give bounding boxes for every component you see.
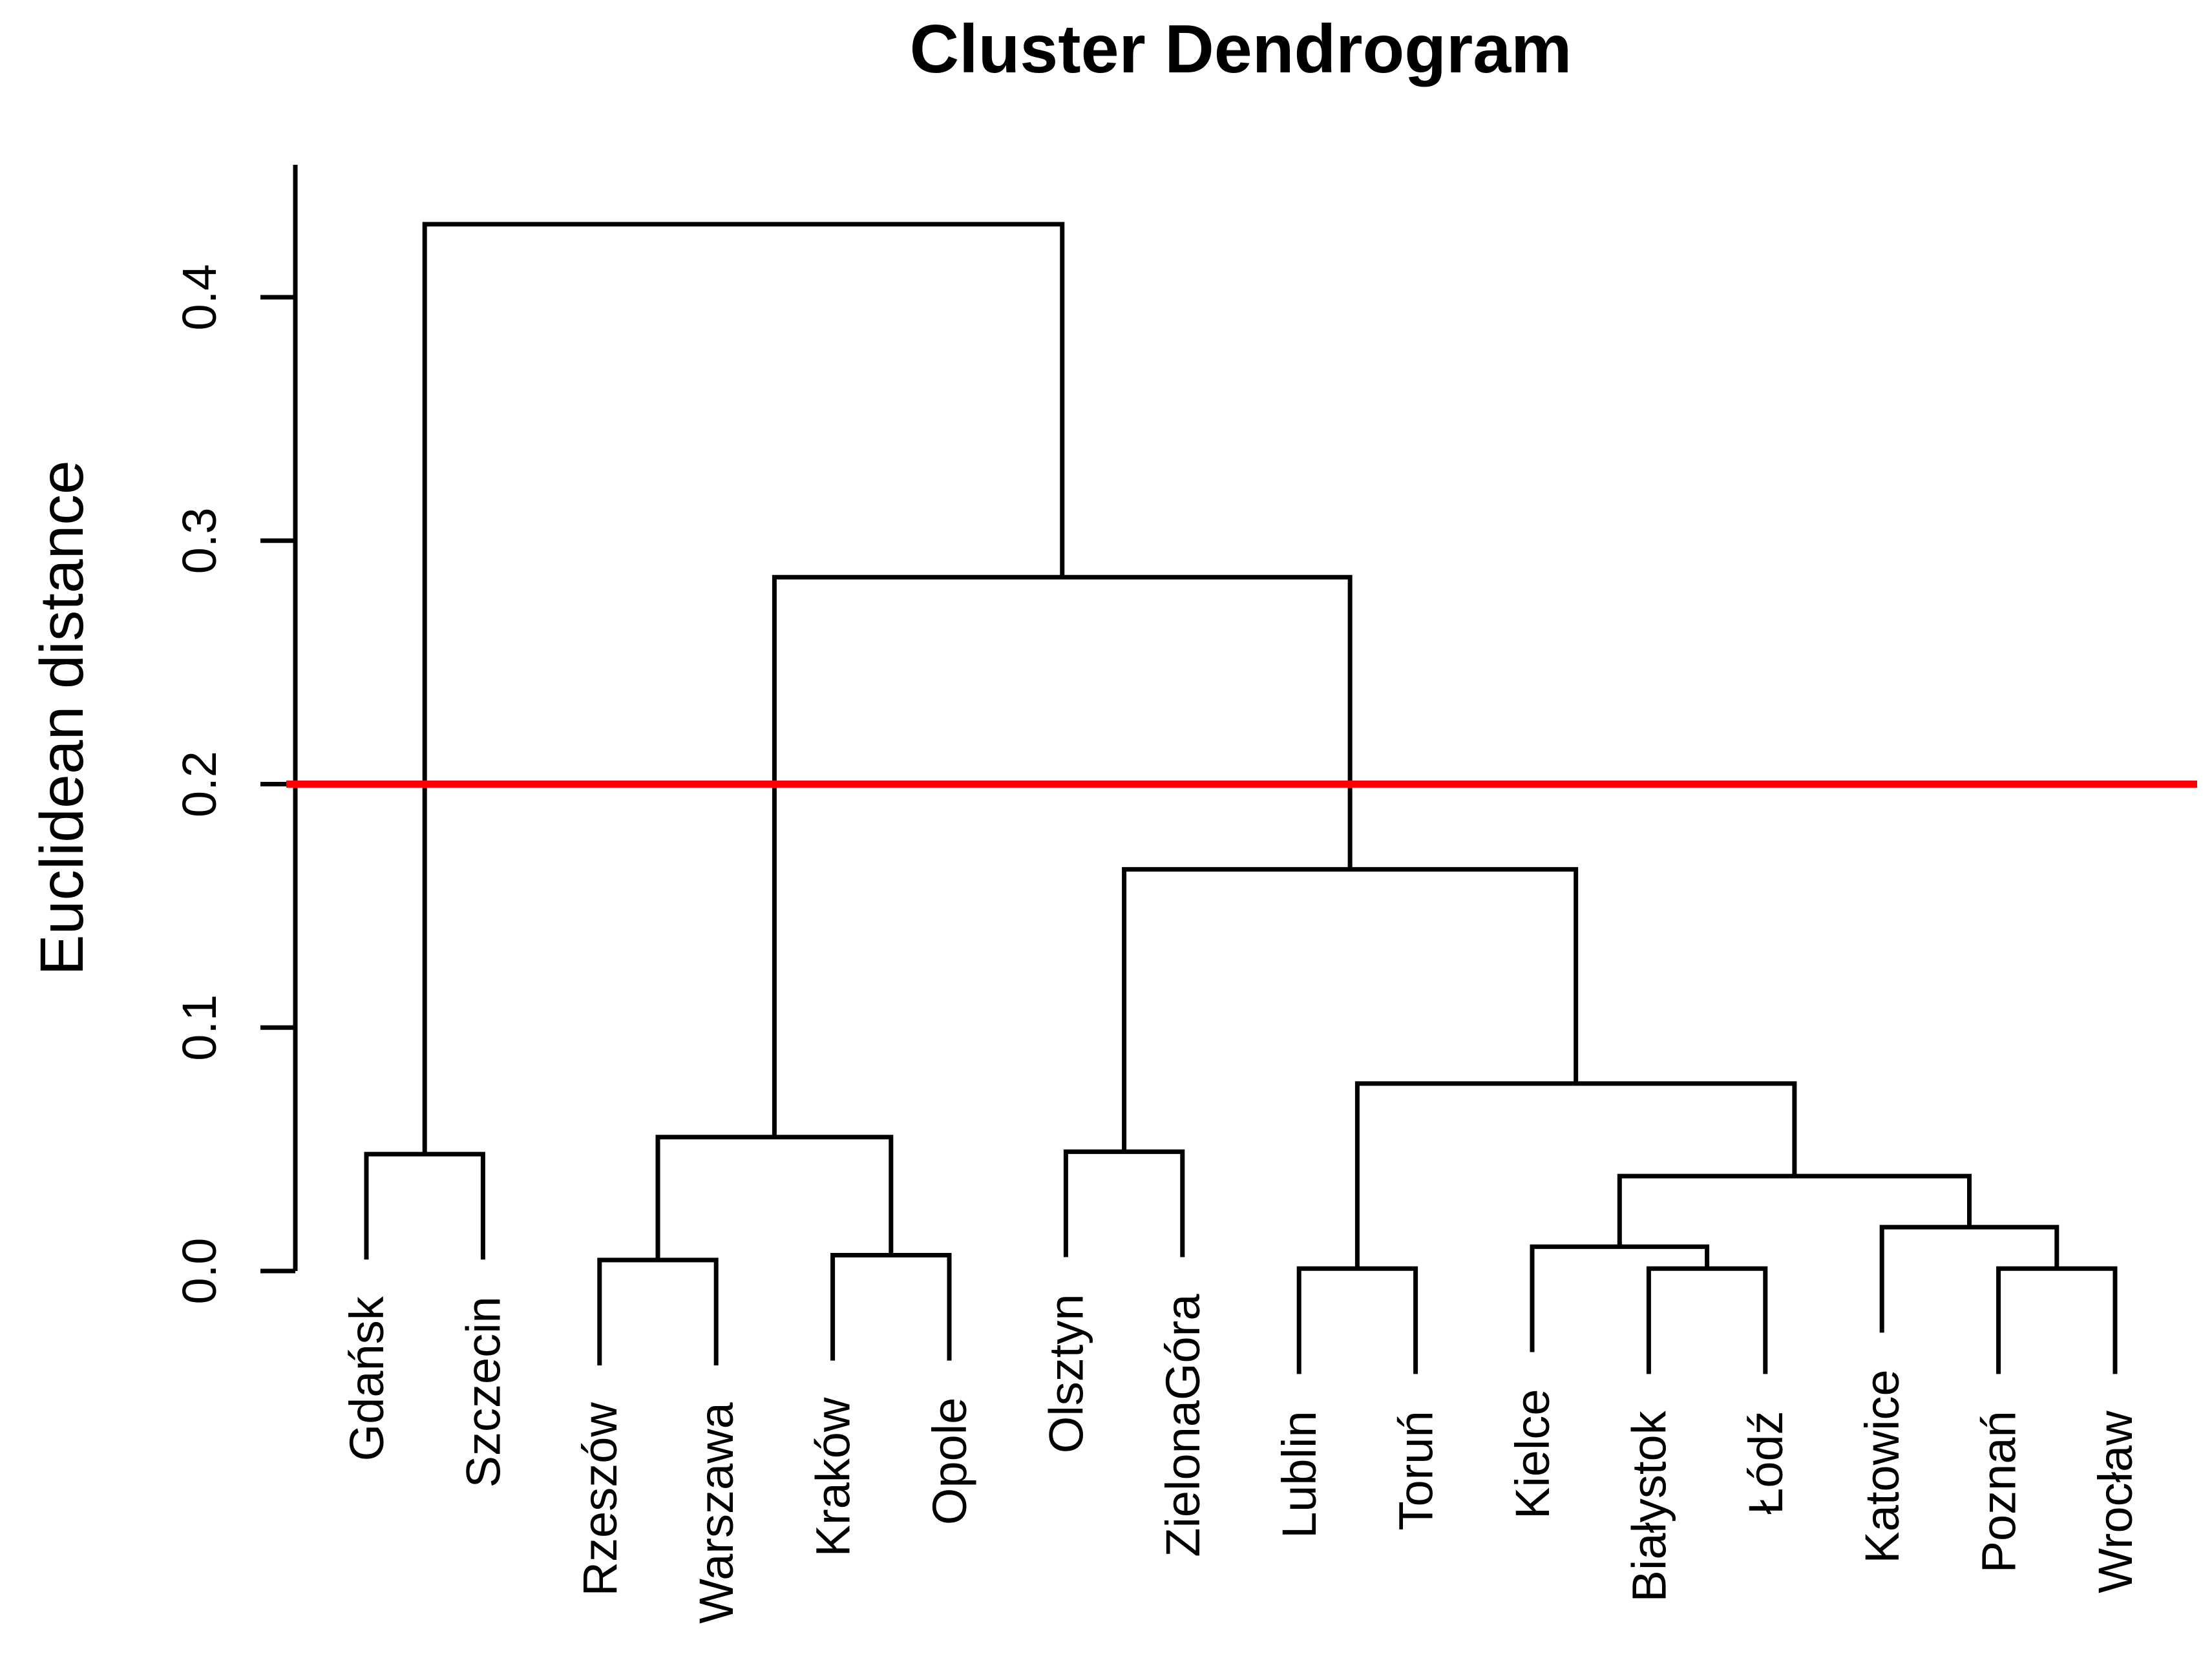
- y-axis-tick-label: 0.3: [173, 507, 226, 574]
- leaf-label: Lublin: [1272, 1411, 1326, 1539]
- leaf-label: Rzeszów: [573, 1402, 627, 1597]
- dendrogram-branch: [422, 222, 1065, 1155]
- leaf-label: Gdańsk: [340, 1296, 394, 1461]
- y-axis-tick-label: 0.1: [173, 994, 226, 1061]
- dendrogram-branch: [655, 1135, 894, 1261]
- dendrogram-branch: [1617, 1173, 1972, 1247]
- leaf-label: Toruń: [1389, 1411, 1443, 1530]
- chart-title: Cluster Dendrogram: [910, 11, 1572, 87]
- leaf-label: Warszawa: [690, 1402, 743, 1623]
- dendrogram-branch: [597, 1257, 719, 1366]
- leaf-label: Olsztyn: [1039, 1294, 1093, 1454]
- dendrogram-branch: [1879, 1224, 2059, 1333]
- leaf-label: Białystok: [1622, 1410, 1676, 1602]
- dendrogram-branch: [772, 574, 1353, 1137]
- leaf-label: Wrocław: [2089, 1411, 2142, 1593]
- y-axis-title: Euclidean distance: [28, 460, 96, 975]
- leaf-label: Kielce: [1506, 1389, 1559, 1519]
- leaf-label: ZielonaGóra: [1156, 1294, 1210, 1557]
- leaf-label: Opole: [923, 1398, 976, 1525]
- y-axis-tick-label: 0.0: [173, 1238, 226, 1305]
- y-axis-tick-label: 0.4: [173, 264, 226, 331]
- leaf-label: Katowice: [1855, 1369, 1909, 1563]
- leaf-label: Poznań: [1972, 1411, 2026, 1573]
- leaf-label: Kraków: [806, 1397, 860, 1557]
- leaf-label: Łódź: [1739, 1411, 1793, 1514]
- leaf-label: Szczecin: [456, 1296, 510, 1487]
- y-axis-tick-label: 0.2: [173, 751, 226, 817]
